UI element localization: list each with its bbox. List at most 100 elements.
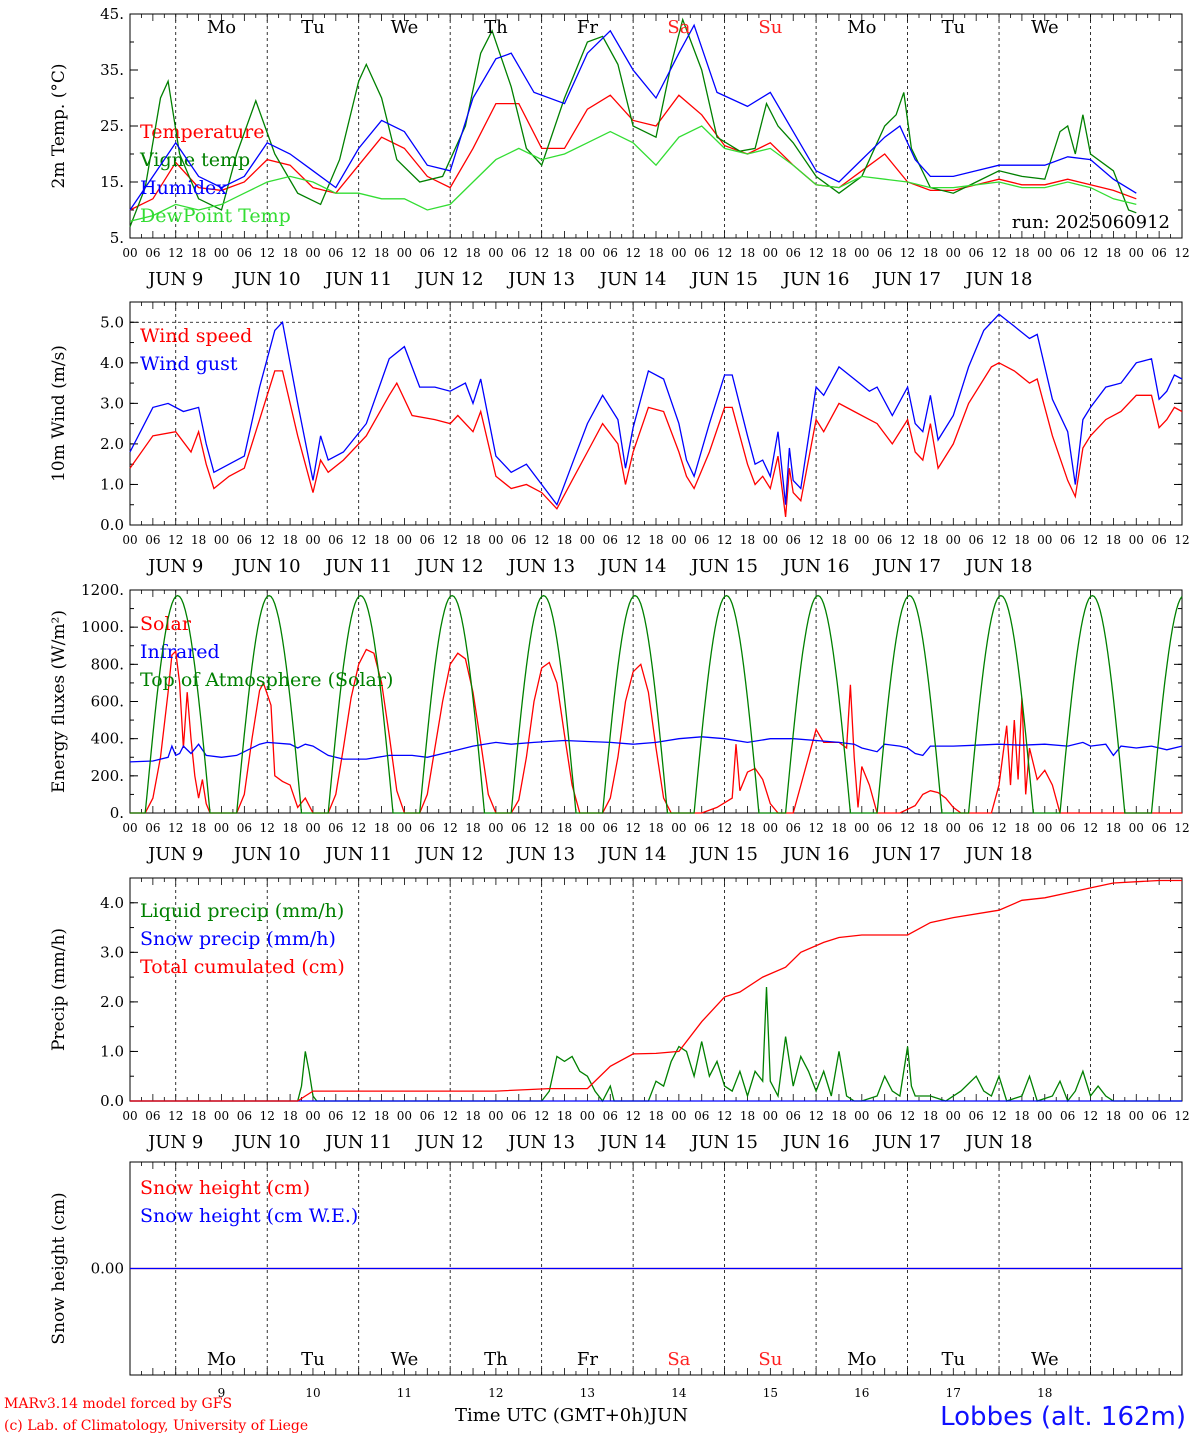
x-hour-label: 06 — [237, 1109, 252, 1123]
x-hour-label: 06 — [328, 533, 343, 547]
x-hour-label: 18 — [282, 246, 297, 260]
x-hour-label: 12 — [1174, 821, 1189, 835]
x-hour-label: 18 — [1014, 533, 1029, 547]
x-date-label: JUN 17 — [872, 269, 941, 290]
x-hour-label: 12 — [168, 821, 183, 835]
day-name: Su — [758, 1349, 782, 1370]
y-tick-label: 5. — [110, 229, 124, 247]
day-name: Sa — [667, 1349, 690, 1370]
y-tick-label: 2.0 — [100, 993, 124, 1011]
x-hour-label: 00 — [397, 1109, 412, 1123]
x-hour-label: 12 — [351, 821, 366, 835]
day-number: 18 — [1037, 1386, 1052, 1400]
x-date-label: JUN 16 — [781, 556, 850, 577]
x-hour-label: 12 — [351, 533, 366, 547]
x-hour-label: 00 — [397, 533, 412, 547]
series-line-infrared — [129, 736, 1183, 763]
x-hour-label: 18 — [191, 1109, 206, 1123]
x-hour-label: 06 — [145, 246, 160, 260]
series-line-temperature — [129, 94, 1137, 211]
x-hour-label: 00 — [122, 533, 137, 547]
x-hour-label: 18 — [465, 246, 480, 260]
y-tick-label: 2.0 — [100, 435, 124, 453]
x-hour-label: 18 — [923, 533, 938, 547]
x-hour-label: 18 — [1014, 246, 1029, 260]
x-hour-label: 18 — [191, 246, 206, 260]
legend-entry: Temperature — [140, 121, 264, 143]
legend-entry: Wind speed — [140, 325, 252, 347]
legend-entry: Top of Atmosphere (Solar) — [140, 669, 393, 691]
x-hour-label: 00 — [671, 533, 686, 547]
x-hour-label: 12 — [625, 533, 640, 547]
x-hour-label: 00 — [305, 533, 320, 547]
x-hour-label: 00 — [397, 246, 412, 260]
day-name: Mo — [847, 1349, 876, 1370]
x-date-label: JUN 11 — [323, 556, 392, 577]
x-hour-label: 00 — [946, 821, 961, 835]
x-date-label: JUN 18 — [964, 844, 1033, 865]
series-line-total-cumulated-cm- — [130, 879, 1182, 1102]
x-hour-label: 18 — [374, 246, 389, 260]
x-date-label: JUN 15 — [689, 844, 758, 865]
x-hour-label: 12 — [1083, 1109, 1098, 1123]
y-tick-label: 25. — [100, 117, 124, 135]
series-line-humidex — [129, 23, 1137, 211]
x-hour-label: 00 — [580, 1109, 595, 1123]
x-hour-label: 00 — [1129, 821, 1144, 835]
x-hour-label: 12 — [168, 246, 183, 260]
x-hour-label: 00 — [1037, 246, 1052, 260]
x-date-label: JUN 9 — [146, 844, 203, 865]
x-hour-label: 06 — [420, 533, 435, 547]
x-hour-label: 00 — [580, 821, 595, 835]
x-hour-label: 18 — [1106, 1109, 1121, 1123]
x-hour-label: 00 — [854, 1109, 869, 1123]
x-date-label: JUN 15 — [689, 269, 758, 290]
x-hour-label: 00 — [854, 821, 869, 835]
x-hour-label: 00 — [305, 246, 320, 260]
day-name: Tu — [301, 1349, 325, 1370]
x-hour-label: 18 — [374, 533, 389, 547]
x-hour-label: 12 — [534, 821, 549, 835]
x-hour-label: 12 — [443, 246, 458, 260]
x-hour-label: 00 — [1037, 533, 1052, 547]
x-hour-label: 06 — [786, 246, 801, 260]
x-hour-label: 00 — [1129, 1109, 1144, 1123]
x-hour-label: 00 — [671, 1109, 686, 1123]
x-date-label: JUN 13 — [506, 844, 575, 865]
x-hour-label: 06 — [237, 533, 252, 547]
x-hour-label: 18 — [1106, 533, 1121, 547]
day-name: Tu — [941, 1349, 965, 1370]
y-tick-label: 800. — [91, 655, 124, 673]
series-line-solar — [130, 648, 1182, 814]
x-hour-label: 18 — [831, 246, 846, 260]
x-date-label: JUN 12 — [415, 844, 484, 865]
y-tick-label: 45. — [100, 5, 124, 23]
y-axis-label: Snow height (cm) — [49, 1192, 69, 1344]
x-date-label: JUN 14 — [598, 844, 667, 865]
x-hour-label: 06 — [328, 821, 343, 835]
x-hour-label: 18 — [557, 246, 572, 260]
x-hour-label: 18 — [740, 821, 755, 835]
y-axis-label: 2m Temp. (°C) — [49, 63, 69, 188]
legend-entry: DewPoint Temp — [140, 205, 291, 227]
x-hour-label: 06 — [511, 533, 526, 547]
day-name: Sa — [667, 17, 690, 38]
x-hour-label: 18 — [282, 533, 297, 547]
x-hour-label: 06 — [328, 1109, 343, 1123]
run-label: run: 2025060912 — [1012, 212, 1170, 233]
legend-entry: Humidex — [140, 177, 227, 199]
x-hour-label: 06 — [1060, 1109, 1075, 1123]
y-tick-label: 0. — [110, 804, 124, 822]
x-hour-label: 18 — [282, 821, 297, 835]
x-hour-label: 06 — [969, 1109, 984, 1123]
x-hour-label: 06 — [603, 246, 618, 260]
x-hour-label: 00 — [946, 246, 961, 260]
y-tick-label: 600. — [91, 693, 124, 711]
x-hour-label: 00 — [854, 246, 869, 260]
x-hour-label: 12 — [991, 1109, 1006, 1123]
y-tick-label: 35. — [100, 61, 124, 79]
legend-entry: Solar — [140, 613, 192, 635]
day-number: 12 — [488, 1386, 503, 1400]
x-hour-label: 18 — [282, 1109, 297, 1123]
day-name: We — [391, 1349, 419, 1370]
